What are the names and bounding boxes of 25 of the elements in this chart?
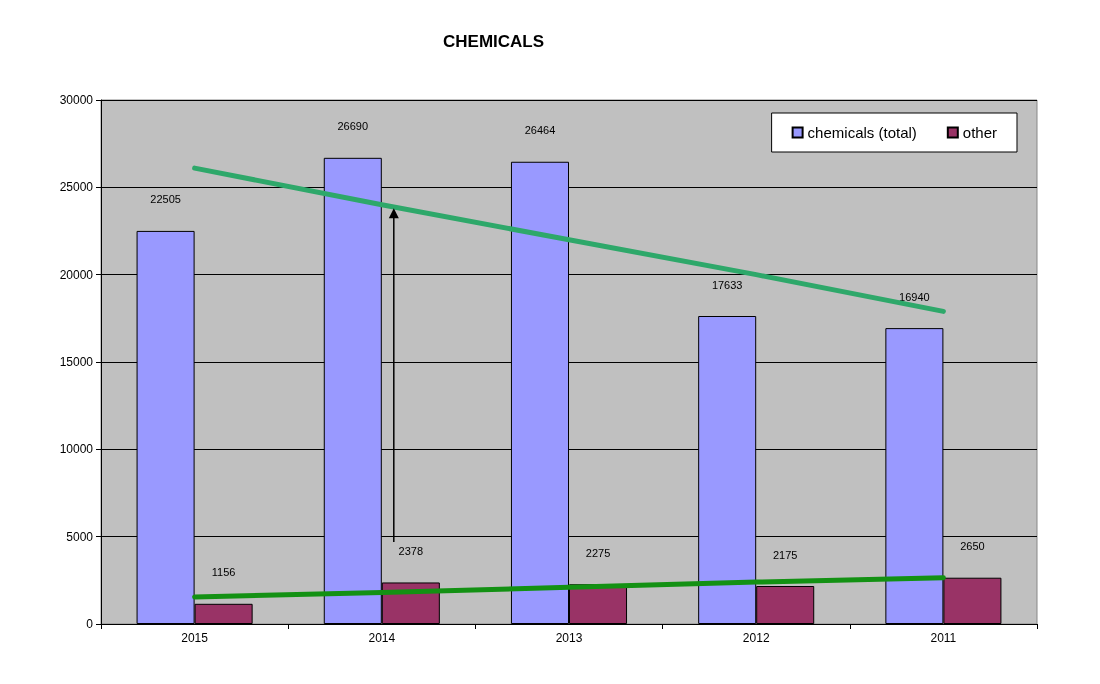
y-tick-label: 25000 [59,180,94,195]
x-tick-label: 2011 [930,631,957,645]
data-label: 2175 [772,548,798,561]
data-label: 2275 [585,546,611,559]
y-tick-label: 20000 [59,267,94,282]
chart-title: CHEMICALS [443,32,545,51]
y-tick-label: 30000 [59,93,94,107]
y-tick-label: 15000 [59,355,94,369]
x-tick-label: 2013 [555,631,583,645]
y-tick-label: 10000 [59,442,94,457]
x-tick-label: 2015 [181,631,209,645]
y-tick-label: 5000 [66,529,94,544]
y-tick-label: 0 [86,617,94,631]
legend-label: other [962,124,998,141]
legend-label: chemicals (total) [807,124,917,141]
x-tick-label: 2014 [368,631,396,645]
data-label: 2378 [398,544,424,557]
data-label: 26464 [524,124,556,137]
data-label: 2650 [960,540,985,553]
x-tick-label: 2012 [742,631,770,645]
data-label: 17633 [711,278,743,291]
data-label: 16940 [899,290,930,303]
data-label: 26690 [337,120,369,133]
data-label: 22505 [150,193,181,206]
data-label: 1156 [211,566,236,579]
